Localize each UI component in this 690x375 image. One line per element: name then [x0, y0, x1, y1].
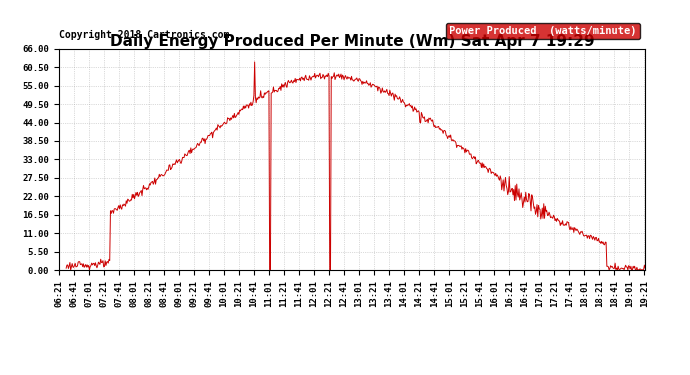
Title: Daily Energy Produced Per Minute (Wm) Sat Apr 7 19:29: Daily Energy Produced Per Minute (Wm) Sa…	[110, 34, 594, 49]
Text: Copyright 2018 Cartronics.com: Copyright 2018 Cartronics.com	[59, 30, 229, 40]
Legend: Power Produced  (watts/minute): Power Produced (watts/minute)	[446, 23, 640, 39]
